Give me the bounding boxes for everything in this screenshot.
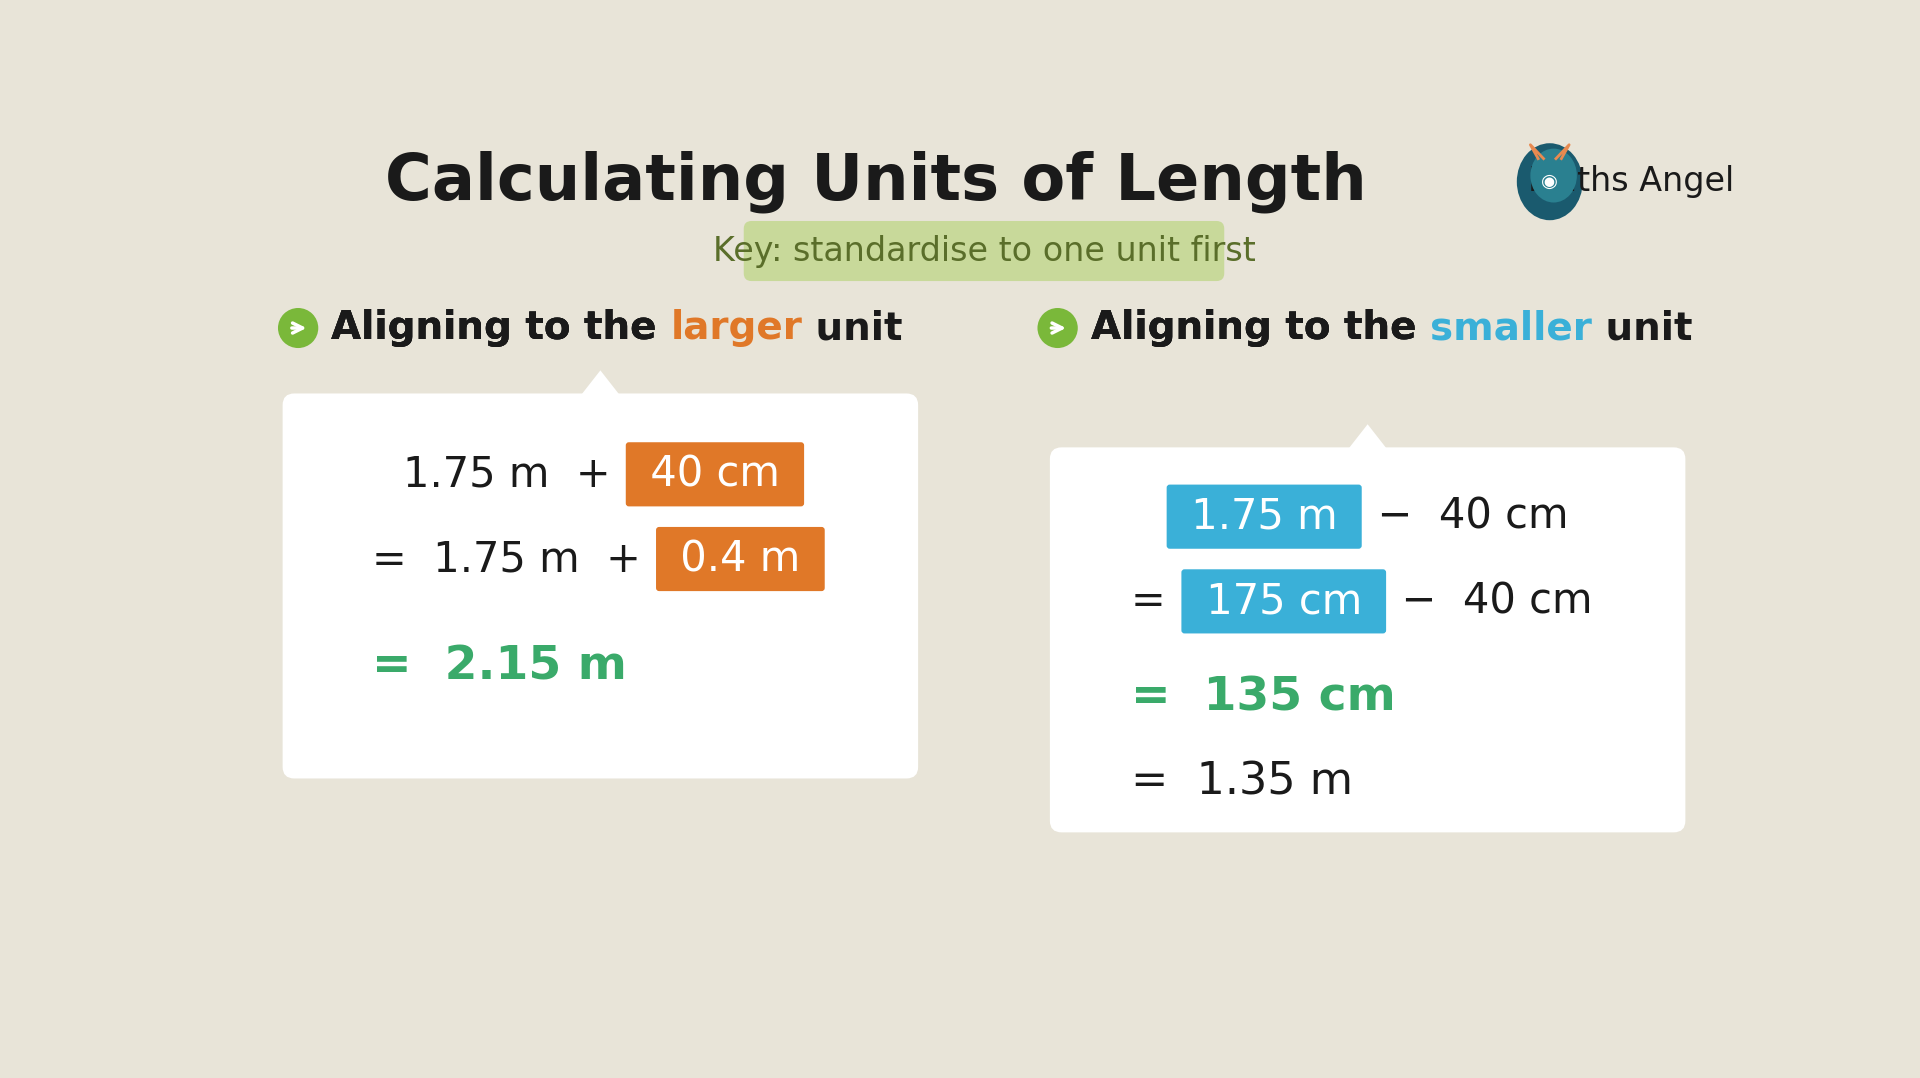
Circle shape (278, 308, 319, 348)
Text: =  2.15 m: = 2.15 m (372, 645, 626, 689)
Text: 1.75 m: 1.75 m (1177, 496, 1350, 538)
Text: Aligning to the: Aligning to the (1091, 309, 1430, 347)
Text: Aligning to the: Aligning to the (1091, 309, 1430, 347)
Text: 0.4 m: 0.4 m (666, 538, 814, 580)
Text: unit: unit (1592, 309, 1692, 347)
Text: =  1.75 m  +: = 1.75 m + (372, 538, 666, 580)
Text: Maths Angel: Maths Angel (1528, 165, 1734, 198)
Text: Aligning to the: Aligning to the (332, 309, 670, 347)
Ellipse shape (1530, 149, 1576, 203)
Text: unit: unit (803, 309, 902, 347)
Text: Key: standardise to one unit first: Key: standardise to one unit first (712, 235, 1256, 267)
FancyBboxPatch shape (657, 527, 826, 591)
Text: ◉: ◉ (1542, 172, 1559, 191)
Text: 175 cm: 175 cm (1192, 580, 1375, 622)
Text: =  135 cm: = 135 cm (1131, 675, 1396, 720)
FancyBboxPatch shape (743, 221, 1225, 281)
Text: smaller: smaller (1430, 309, 1592, 347)
Text: Aligning to the: Aligning to the (1091, 309, 1430, 347)
FancyBboxPatch shape (282, 393, 918, 778)
FancyBboxPatch shape (1181, 569, 1386, 634)
Text: −  40 cm: − 40 cm (1375, 580, 1592, 622)
Text: Calculating Units of Length: Calculating Units of Length (384, 151, 1367, 213)
Text: −  40 cm: − 40 cm (1350, 496, 1569, 538)
Text: Aligning to the: Aligning to the (332, 309, 670, 347)
Text: Aligning to the: Aligning to the (332, 309, 670, 347)
Text: =  1.35 m: = 1.35 m (1131, 761, 1354, 804)
Polygon shape (574, 371, 628, 405)
Text: =: = (1131, 580, 1192, 622)
Polygon shape (1340, 425, 1394, 459)
Ellipse shape (1517, 143, 1582, 220)
Text: 1.75 m  +: 1.75 m + (403, 454, 637, 495)
FancyBboxPatch shape (626, 442, 804, 507)
Circle shape (1037, 308, 1077, 348)
Text: 40 cm: 40 cm (637, 454, 793, 495)
FancyBboxPatch shape (1050, 447, 1686, 832)
Text: larger: larger (670, 309, 803, 347)
FancyBboxPatch shape (1167, 485, 1361, 549)
